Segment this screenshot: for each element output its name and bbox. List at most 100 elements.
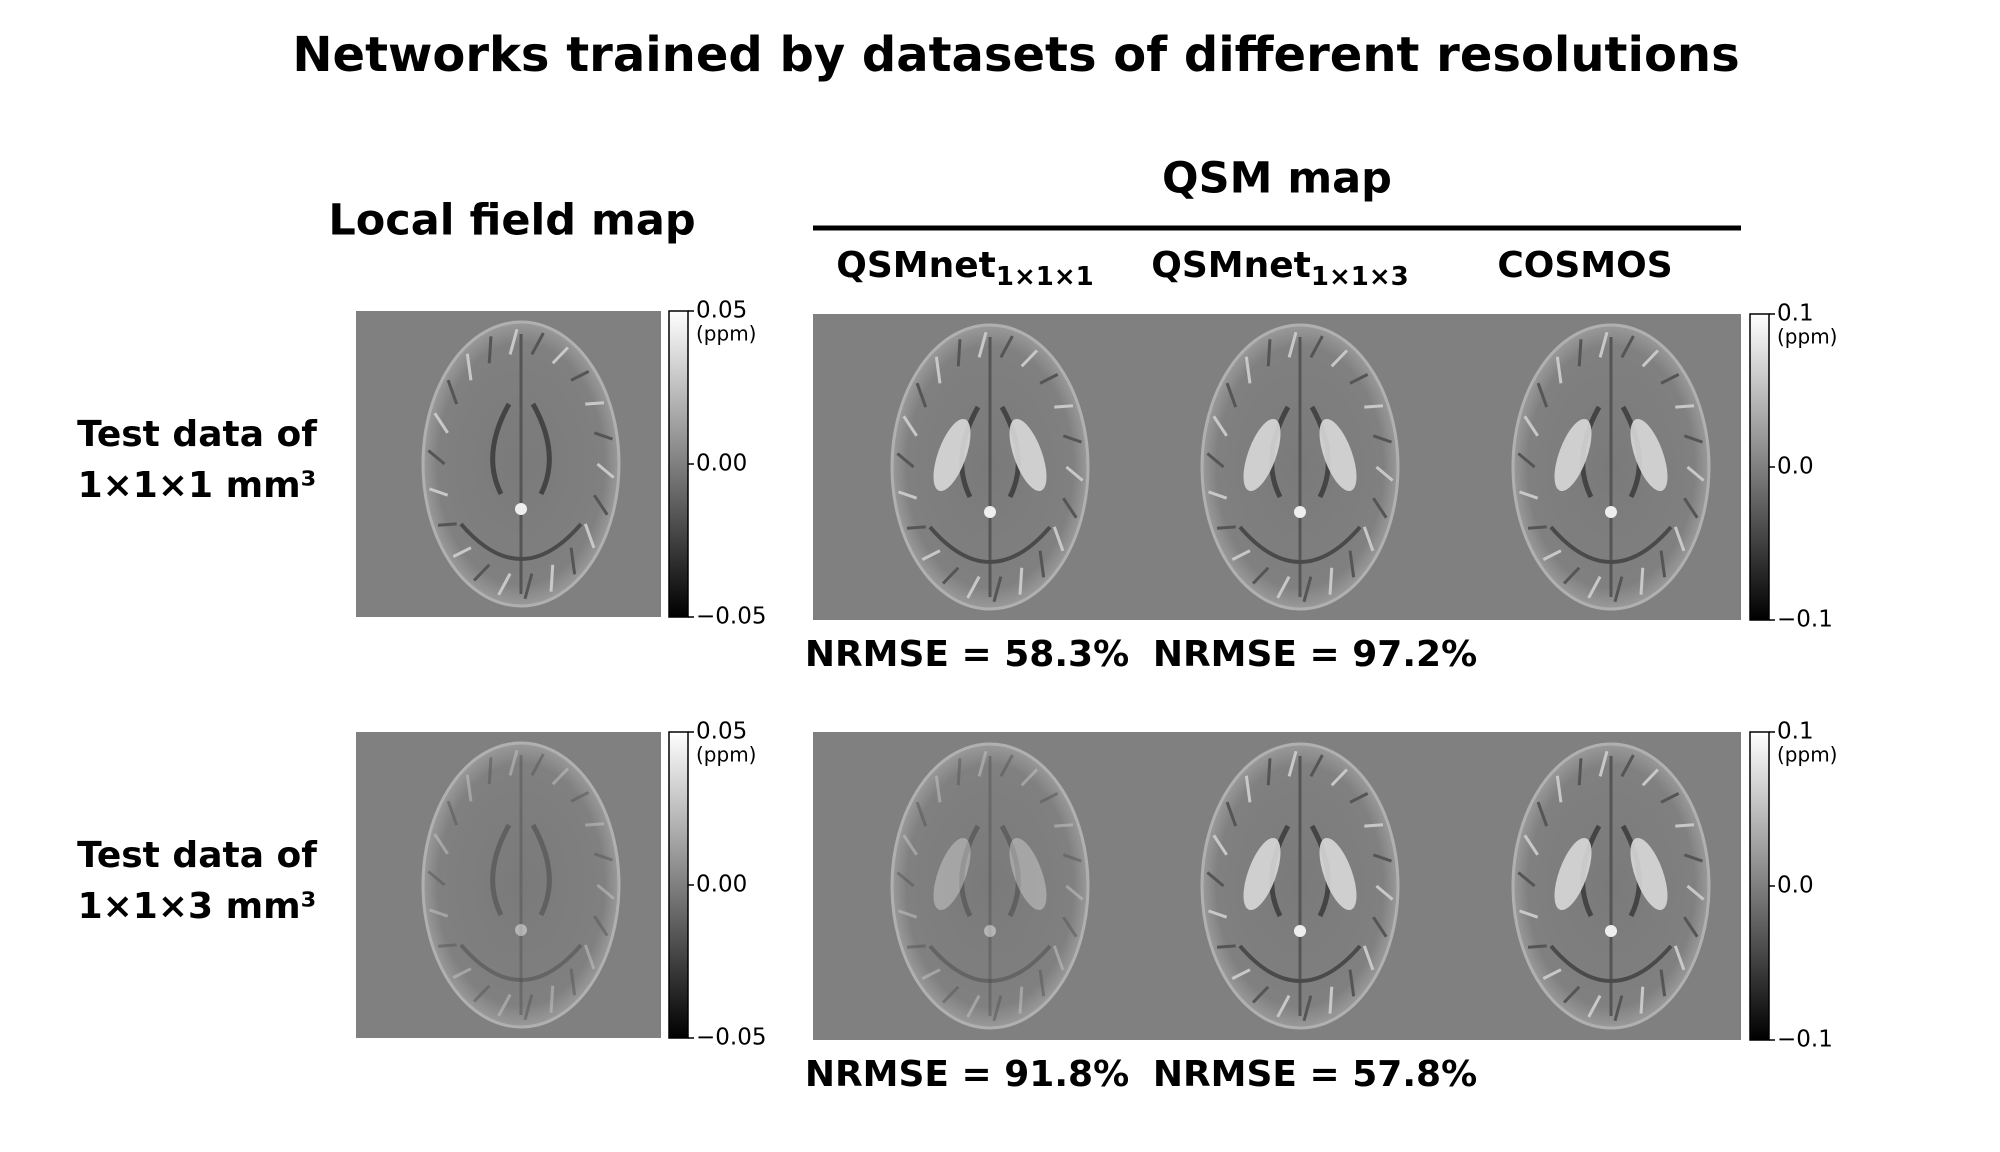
- gyrus: [1062, 434, 1082, 444]
- putamen: [1243, 418, 1281, 492]
- gyrus: [1216, 525, 1236, 530]
- gyrus: [941, 566, 960, 585]
- gyrus: [906, 944, 926, 949]
- gyrus: [1330, 349, 1349, 368]
- gyrus: [1364, 823, 1384, 828]
- gyrus: [1225, 382, 1238, 408]
- nrmse-label: NRMSE = 97.2%: [1153, 634, 1477, 675]
- gyrus: [1231, 549, 1251, 561]
- colorbar-label: −0.1: [1777, 607, 1833, 633]
- row-label: 1×1×3 mm³: [78, 886, 317, 927]
- column-subscript: 1×1×3: [1311, 262, 1409, 292]
- gyrus: [427, 449, 446, 466]
- gyrus: [1517, 452, 1536, 469]
- gyrus: [1659, 969, 1667, 997]
- ventricle: [490, 823, 552, 917]
- cerebellum: [459, 522, 583, 561]
- gyrus: [1348, 969, 1356, 997]
- gyrus: [1251, 985, 1270, 1004]
- vessel: [1605, 506, 1617, 518]
- vessel: [515, 924, 527, 936]
- gyrus: [915, 382, 928, 408]
- putamen: [1009, 837, 1047, 911]
- gyrus: [472, 984, 491, 1003]
- gyrus: [1309, 754, 1324, 778]
- gyrus: [1362, 526, 1375, 552]
- column-header: QSMnet1×1×1: [836, 245, 1093, 292]
- gyrus: [1686, 465, 1705, 482]
- gyrus: [921, 549, 941, 561]
- colorbar: [1749, 313, 1770, 621]
- gyrus: [523, 573, 534, 600]
- colorbar-unit: (ppm): [1777, 743, 1837, 767]
- putamen: [1319, 418, 1357, 492]
- gyrus: [1364, 404, 1384, 409]
- putamen: [1243, 837, 1281, 911]
- gyrus: [596, 883, 615, 900]
- cerebellum: [1549, 944, 1673, 983]
- gyrus: [1038, 969, 1046, 997]
- gyrus: [966, 575, 981, 599]
- gyrus: [570, 370, 590, 382]
- gyrus: [1519, 490, 1539, 500]
- ventricle: [490, 402, 552, 496]
- qsm-header: QSM map: [1162, 154, 1392, 204]
- gyrus: [433, 833, 449, 855]
- putamen: [1554, 418, 1592, 492]
- gyrus: [1216, 944, 1236, 949]
- gyrus: [1639, 986, 1645, 1014]
- gyrus: [1362, 945, 1375, 971]
- gyrus: [523, 994, 534, 1021]
- gyrus: [1587, 994, 1602, 1018]
- gyrus: [1523, 415, 1539, 437]
- gyrus: [1244, 356, 1252, 384]
- gyrus: [966, 994, 981, 1018]
- colorbar-label: 0.0: [1777, 873, 1814, 899]
- colorbar-label: 0.1: [1777, 719, 1814, 745]
- cerebellum: [459, 943, 583, 982]
- gyrus: [1302, 995, 1313, 1022]
- gyrus: [1613, 995, 1624, 1022]
- gyrus: [902, 834, 918, 856]
- gyrus: [583, 944, 596, 970]
- gyrus: [508, 749, 519, 776]
- gyrus: [551, 767, 570, 786]
- gyrus: [1542, 968, 1562, 980]
- brain-slice: [1200, 323, 1400, 611]
- gyrus: [1054, 404, 1074, 409]
- gyrus: [1349, 373, 1369, 385]
- gyrus: [1018, 567, 1024, 595]
- gyrus: [583, 523, 596, 549]
- gyrus: [1372, 497, 1388, 519]
- gyrus: [992, 576, 1003, 603]
- gyrus: [551, 346, 570, 365]
- gyrus: [1598, 750, 1609, 777]
- gyrus: [934, 356, 942, 384]
- gyrus: [465, 353, 473, 381]
- gyrus: [585, 401, 605, 406]
- gyrus: [596, 462, 615, 479]
- title: Networks trained by datasets of differen…: [292, 27, 1739, 83]
- ventricle: [959, 824, 1021, 918]
- colorbar-label: 0.00: [696, 872, 747, 898]
- row-label: Test data of: [77, 835, 317, 876]
- putamen: [1009, 418, 1047, 492]
- gyrus: [452, 967, 472, 979]
- gyrus: [1673, 526, 1686, 552]
- vessel: [984, 506, 996, 518]
- brain-slice: [1511, 323, 1711, 611]
- gyrus: [1641, 768, 1660, 787]
- gyrus: [941, 985, 960, 1004]
- gyrus: [1348, 550, 1356, 578]
- gyrus: [593, 915, 609, 937]
- vessel: [1605, 925, 1617, 937]
- gyrus: [1536, 382, 1549, 408]
- gyrus: [1577, 339, 1583, 367]
- vessel: [984, 925, 996, 937]
- gyrus: [1208, 909, 1228, 919]
- row-label: 1×1×1 mm³: [78, 465, 317, 506]
- gyrus: [898, 490, 918, 500]
- gyrus: [1639, 567, 1645, 595]
